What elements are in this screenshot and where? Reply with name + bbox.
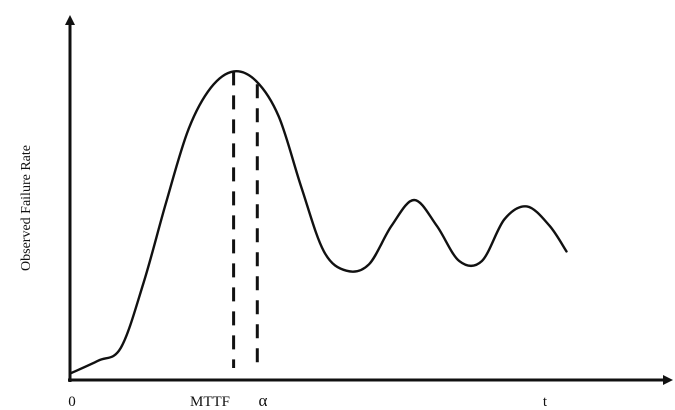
x-tick-label-origin: 0 (68, 394, 76, 410)
x-tick-label-alpha: α (259, 391, 268, 410)
failure-rate-curve (68, 70, 568, 375)
x-tick-label-mttf: MTTF (190, 394, 230, 410)
x-tick-label-t: t (543, 394, 548, 410)
y-axis-label: Observed Failure Rate (19, 145, 34, 271)
